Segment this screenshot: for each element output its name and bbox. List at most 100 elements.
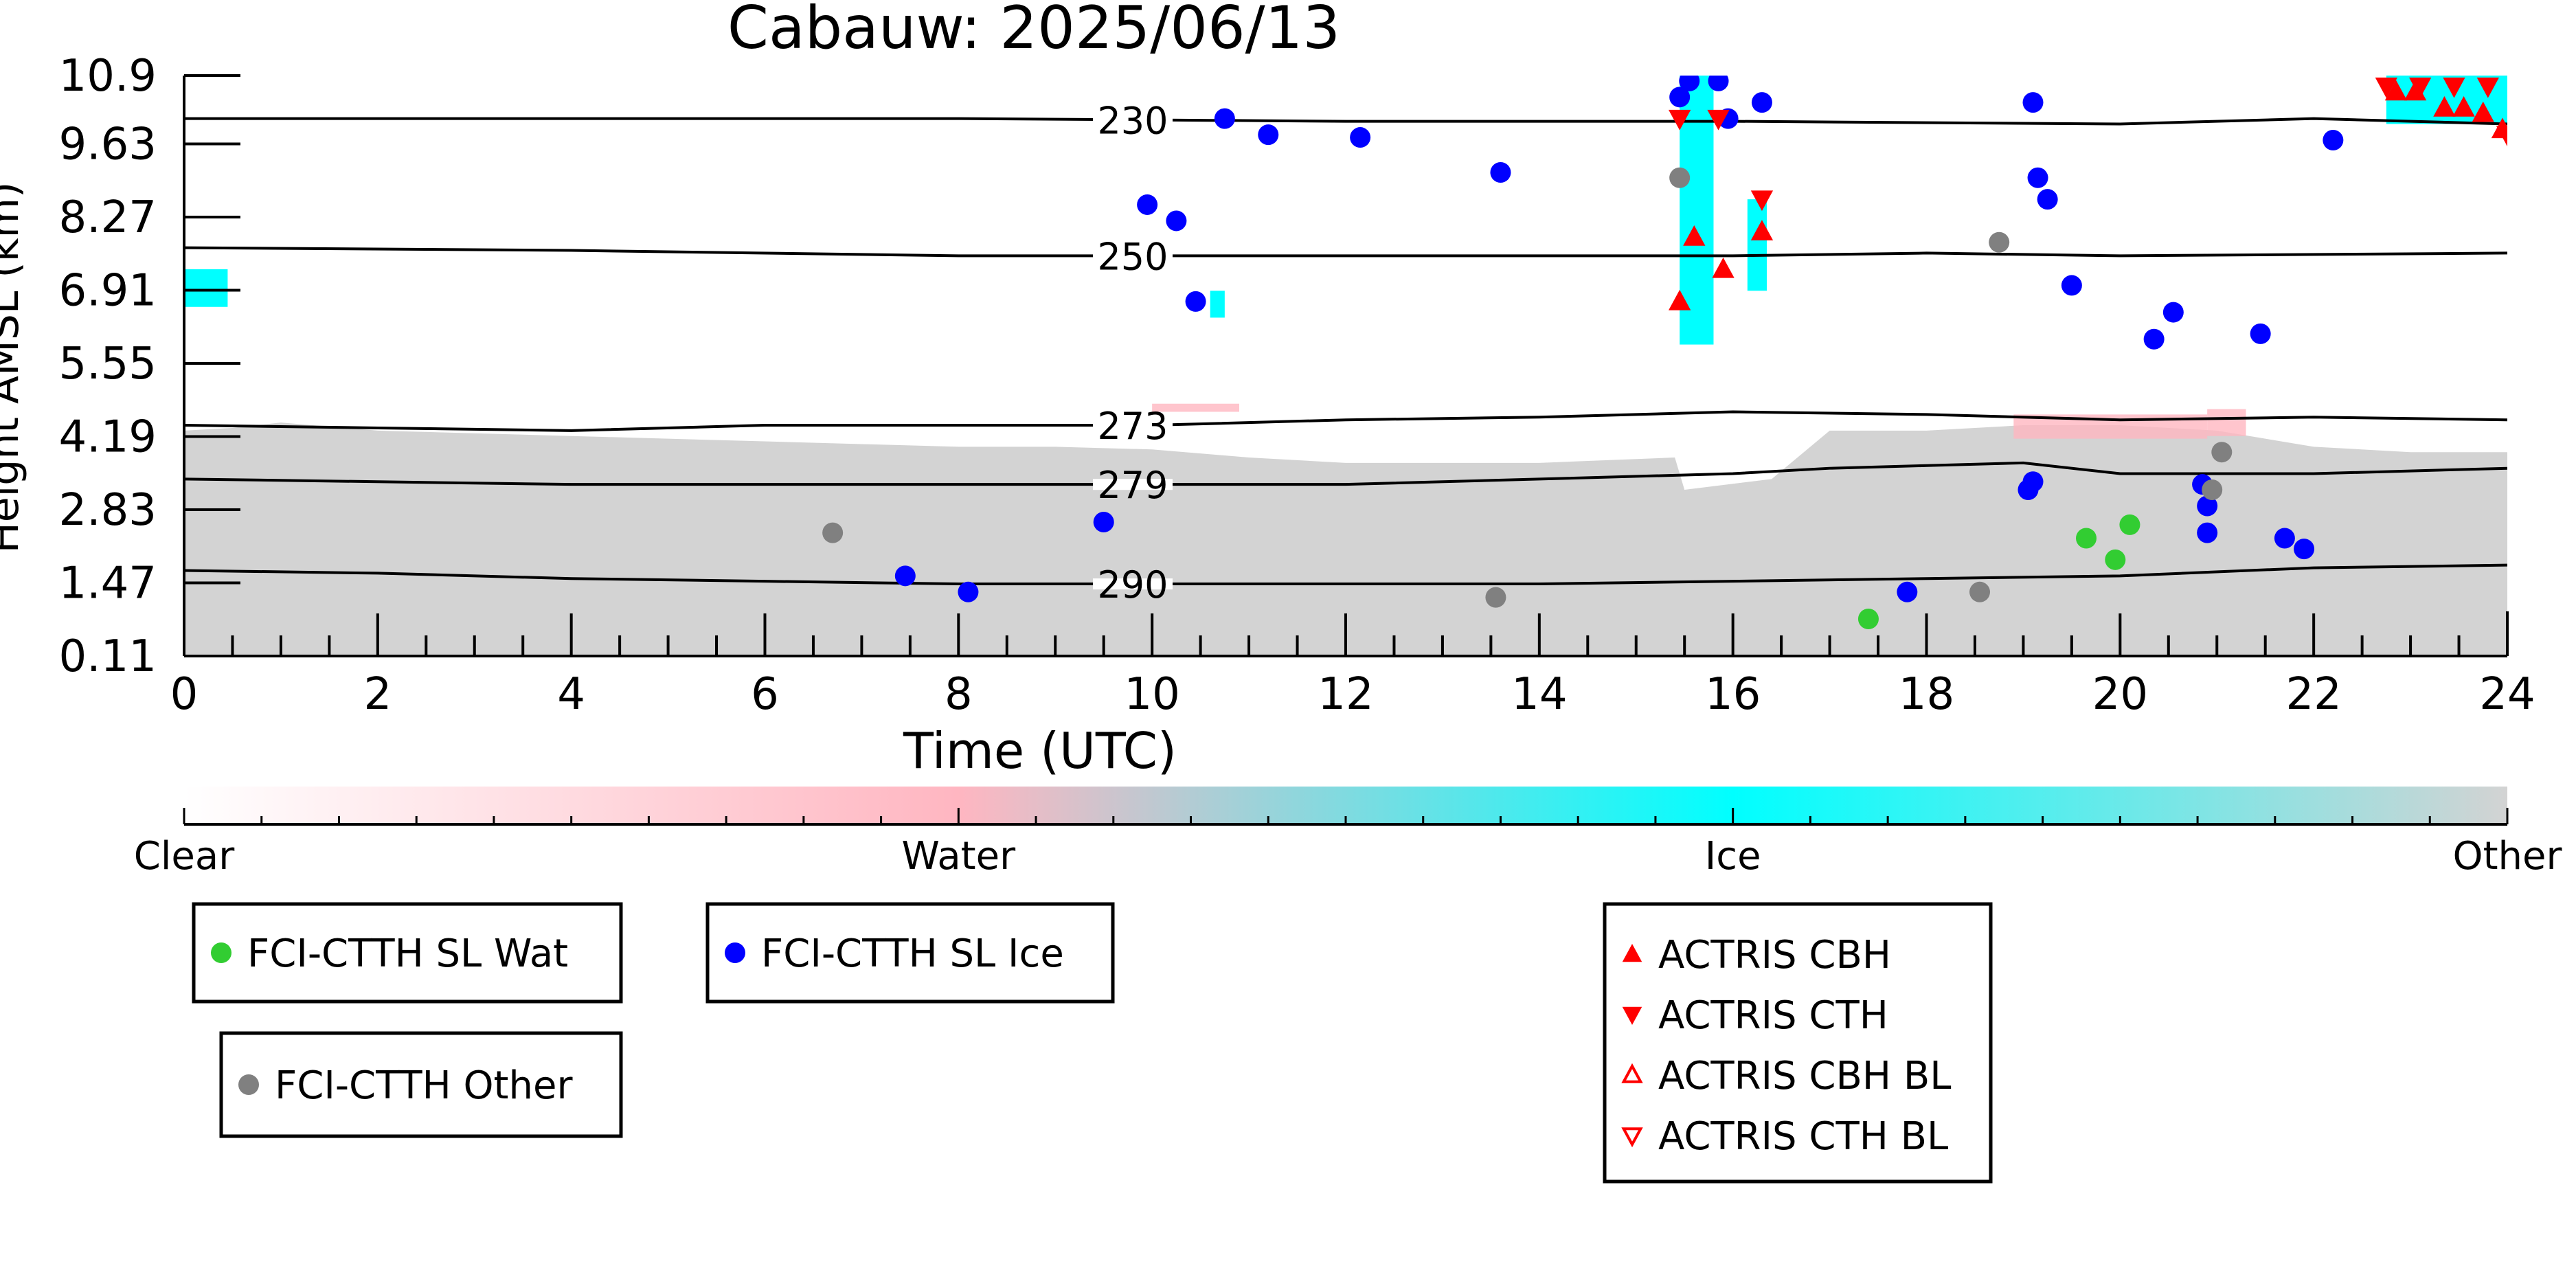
legend-label-fci-ctth-other: FCI-CTTH Other xyxy=(275,1063,573,1108)
fci-ctth-sl-ice-point xyxy=(1490,161,1511,183)
x-tick-label: 12 xyxy=(1318,669,1373,720)
actris-cbh-point xyxy=(1712,257,1735,278)
y-tick-label: 4.19 xyxy=(59,411,157,462)
actris-cbh-point xyxy=(2472,101,2494,122)
isotherm-label-279: 279 xyxy=(1097,464,1168,507)
fci-ctth-other-point xyxy=(1969,581,1991,602)
x-tick-label: 8 xyxy=(945,669,973,720)
legend-box-1 xyxy=(192,902,623,1004)
x-tick-label: 16 xyxy=(1705,669,1761,720)
fci-ctth-sl-ice-point xyxy=(1093,512,1114,532)
legend-box-3 xyxy=(219,1031,623,1138)
isotherm-gap-290 xyxy=(1092,578,1173,590)
actris-cth-point xyxy=(2496,126,2507,147)
x-tick-label: 20 xyxy=(2092,669,2148,720)
fci-ctth-sl-wat-point xyxy=(2076,528,2097,549)
legend-label-actris-cth-bl: ACTRIS CTH BL xyxy=(1658,1114,1948,1159)
x-tick-label: 2 xyxy=(363,669,392,720)
legend-label-actris-cbh-bl: ACTRIS CBH BL xyxy=(1658,1054,1951,1098)
y-tick-label: 1.47 xyxy=(59,558,157,609)
fci-ctth-sl-ice-point xyxy=(2250,323,2271,344)
colorbar-label-water: Water xyxy=(902,834,1017,879)
actris-cth-point xyxy=(2375,77,2398,98)
colorbar-label-ice: Ice xyxy=(1705,834,1761,879)
fci-ctth-sl-ice-point xyxy=(894,565,916,587)
ice-region-3 xyxy=(184,269,228,307)
isotherm-279 xyxy=(184,461,2507,486)
actris-cbh-point xyxy=(1683,225,1706,246)
isotherm-gap-279 xyxy=(1092,479,1173,490)
ice-region-1 xyxy=(1747,199,1767,291)
actris-cth-point xyxy=(1669,109,1691,131)
actris-cth-point xyxy=(2443,77,2465,98)
x-tick-label: 6 xyxy=(751,669,779,720)
isotherm-230 xyxy=(184,117,2507,126)
y-axis-label: Height AMSL (km) xyxy=(0,182,28,554)
x-tick-label: 24 xyxy=(2479,669,2535,720)
isotherm-gap-250 xyxy=(1092,250,1173,262)
fci-ctth-sl-ice-point xyxy=(1166,210,1187,231)
x-tick-label: 0 xyxy=(170,669,199,720)
isotherm-label-250: 250 xyxy=(1097,235,1168,278)
legend-marker-fci-ctth-other xyxy=(238,1074,259,1095)
colorbar-label-other: Other xyxy=(2452,834,2562,879)
axes: 0 2 4 6 8 10 12 14 16 18 20 22 240.111.472.834.195.5… xyxy=(59,51,2535,720)
y-tick-label: 2.83 xyxy=(59,485,157,536)
actris-cth-point xyxy=(1707,109,1730,131)
isotherm-gap-273 xyxy=(1092,420,1173,431)
data-markers xyxy=(822,76,2507,629)
x-tick-label: 4 xyxy=(557,669,585,720)
fci-ctth-other-point xyxy=(1485,587,1506,608)
x-axis-label: Time (UTC) xyxy=(903,722,1177,780)
y-tick-label: 5.55 xyxy=(59,339,157,389)
fci-ctth-sl-ice-point xyxy=(2162,302,2184,323)
fci-ctth-sl-ice-point xyxy=(1897,581,1918,602)
fci-ctth-sl-ice-point xyxy=(2143,328,2165,350)
chart-title: Cabauw: 2025/06/13 xyxy=(727,0,1340,63)
isotherm-label-290: 290 xyxy=(1097,563,1168,607)
fci-ctth-sl-ice-point xyxy=(1669,87,1691,108)
fci-ctth-sl-ice-point xyxy=(2022,471,2044,493)
x-tick-label: 22 xyxy=(2285,669,2341,720)
legends: FCI-CTTH SL Wat FCI-CTTH SL Ice FCI-CTTH O… xyxy=(192,902,1993,1184)
fci-ctth-sl-ice-point xyxy=(1258,124,1279,146)
fci-ctth-other-point xyxy=(1989,231,2010,253)
plot-area xyxy=(184,76,2507,656)
y-tick-label: 6.91 xyxy=(59,265,157,316)
fci-ctth-sl-ice-point xyxy=(1137,194,1158,215)
legend-label-actris-cbh: ACTRIS CBH xyxy=(1658,933,1891,978)
actris-cbh-point xyxy=(2384,80,2408,101)
fci-ctth-sl-ice-point xyxy=(2022,92,2044,113)
isotherm-290 xyxy=(184,563,2507,586)
fci-ctth-sl-ice-point xyxy=(2294,539,2315,560)
isotherm-273 xyxy=(184,410,2507,432)
legend-marker-actris-cth xyxy=(1622,1006,1642,1025)
legend-box-2 xyxy=(705,902,1115,1004)
legend-marker-actris-cth-bl xyxy=(1621,1127,1643,1148)
fci-ctth-sl-ice-point xyxy=(1185,291,1206,312)
fci-ctth-other-point xyxy=(2211,442,2233,463)
isotherm-gap-230 xyxy=(1092,114,1173,126)
x-tick-label: 18 xyxy=(1899,669,1954,720)
y-tick-label: 10.9 xyxy=(59,51,157,102)
actris-cbh-point xyxy=(2452,95,2475,117)
actris-cbh-point xyxy=(2433,95,2456,117)
fci-ctth-sl-ice-point xyxy=(1679,76,1700,91)
fci-ctth-sl-ice-point xyxy=(1751,92,1772,113)
fci-ctth-sl-ice-point xyxy=(2027,167,2048,188)
actris-cbh-point xyxy=(1669,289,1691,310)
isotherm-labels: 230 250 273 279 290 xyxy=(1097,99,1168,607)
fci-ctth-sl-ice-point xyxy=(2323,129,2344,150)
fci-ctth-sl-ice-point xyxy=(1214,108,1235,129)
fci-ctth-other-point xyxy=(2202,479,2223,501)
legend-marker-fci-ctth-sl-ice xyxy=(725,942,745,963)
y-tick-label: 0.11 xyxy=(59,631,157,682)
isotherm-label-273: 273 xyxy=(1097,405,1168,448)
classification-background xyxy=(184,76,2507,656)
fci-ctth-sl-ice-point xyxy=(2274,528,2295,549)
fci-ctth-other-point xyxy=(1669,167,1691,188)
y-tick-label: 8.27 xyxy=(59,192,157,243)
actris-cbh-point xyxy=(1750,220,1774,240)
legend-box-4 xyxy=(1603,902,1993,1184)
